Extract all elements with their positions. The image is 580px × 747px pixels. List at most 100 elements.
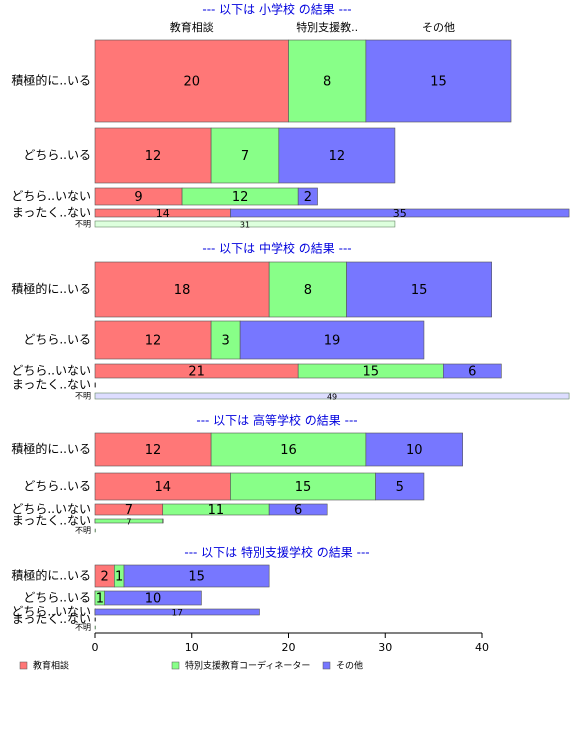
bar-segment <box>94 382 96 388</box>
bar-segment <box>297 187 318 206</box>
legend-label: 教育相談 <box>33 660 69 672</box>
x-tick-label: 30 <box>378 641 392 654</box>
value-label: 12 <box>145 149 162 164</box>
value-label: 12 <box>329 149 346 164</box>
x-tick-label: 0 <box>92 641 99 654</box>
value-label: 8 <box>304 283 312 298</box>
bar-segment <box>442 363 502 379</box>
bar-segment <box>210 127 280 184</box>
row-label: どちら..いる <box>23 333 91 347</box>
value-label: 7 <box>126 518 131 527</box>
bar-segment <box>268 261 347 318</box>
bar-segment <box>94 320 212 360</box>
value-label: 2 <box>304 190 312 205</box>
row-label: 不明 <box>75 623 91 632</box>
row-label: 積極的に..いる <box>11 441 91 456</box>
legend-label: その他 <box>336 660 363 672</box>
panel-title: --- 以下は 中学校 の結果 --- <box>202 241 351 256</box>
bar-segment <box>104 590 202 606</box>
value-label: 1 <box>115 570 123 585</box>
value-label: 7 <box>241 149 249 164</box>
value-label: 15 <box>295 480 312 495</box>
bar-segment <box>94 261 270 318</box>
panel-title: --- 以下は 高等学校 の結果 --- <box>196 413 357 428</box>
value-label: 15 <box>411 283 428 298</box>
column-label: その他 <box>422 21 455 34</box>
value-label: 1 <box>96 592 104 607</box>
value-label: 17 <box>172 609 183 619</box>
bar-segment <box>94 617 96 622</box>
na-bar <box>94 220 396 228</box>
row-label: 不明 <box>75 526 91 535</box>
value-label: 12 <box>232 190 249 205</box>
panel-title: --- 以下は 特別支援学校 の結果 --- <box>184 545 369 560</box>
row-label: どちら..いない <box>11 189 91 203</box>
value-label: 9 <box>134 190 142 205</box>
bar-segment <box>210 320 241 360</box>
value-label: 20 <box>183 75 200 90</box>
x-tick-label: 40 <box>475 641 489 654</box>
legend-swatch <box>171 661 180 670</box>
row-label: 積極的に..いる <box>11 568 91 583</box>
value-label: 6 <box>468 365 476 380</box>
row-label: まったく..ない <box>12 514 91 528</box>
row-label: どちら..いる <box>23 591 91 605</box>
row-label: どちら..いない <box>11 605 91 619</box>
na-bar <box>94 625 96 630</box>
row-label: どちら..いる <box>23 479 91 493</box>
bar-segment <box>210 432 367 467</box>
bar-segment <box>365 432 463 467</box>
value-label: 19 <box>324 334 341 349</box>
bar-segment <box>94 432 212 467</box>
bar-segment <box>94 127 212 184</box>
bar-segment <box>230 472 376 501</box>
value-label: 15 <box>362 365 379 380</box>
column-label: 教育相談 <box>170 20 214 34</box>
value-label: 11 <box>208 503 225 518</box>
value-label: 14 <box>154 480 171 495</box>
bar-segment <box>94 472 231 501</box>
bar-segment <box>94 608 260 616</box>
bar-segment <box>288 39 367 123</box>
value-label: 10 <box>406 443 423 458</box>
bar-segment <box>94 39 289 123</box>
bar-segment <box>268 503 328 516</box>
bar-segment <box>239 320 425 360</box>
row-label: どちら..いない <box>11 502 91 516</box>
legend-swatch <box>322 661 331 670</box>
row-label: どちら..いない <box>11 364 91 378</box>
value-label: 5 <box>396 480 404 495</box>
bar-segment <box>365 39 512 123</box>
value-label: 12 <box>145 443 162 458</box>
legend-label: 特別支援教育コーディネーター <box>185 660 310 672</box>
value-label: 12 <box>145 334 162 349</box>
bar-segment <box>346 261 492 318</box>
value-label: 6 <box>294 503 302 518</box>
value-label: 49 <box>327 393 337 402</box>
panel-title: --- 以下は 小学校 の結果 --- <box>202 2 351 17</box>
bar-segment <box>230 208 570 218</box>
row-label: 不明 <box>75 392 91 401</box>
bar-segment <box>123 564 270 588</box>
row-label: 積極的に..いる <box>11 281 91 296</box>
bar-segment <box>375 472 425 501</box>
row-label: まったく..ない <box>12 378 91 392</box>
row-label: どちら..いる <box>23 148 91 162</box>
row-label: 積極的に..いる <box>11 73 91 88</box>
legend-swatch <box>19 661 28 670</box>
value-label: 21 <box>188 365 205 380</box>
bar-segment <box>162 518 164 524</box>
row-label: まったく..ない <box>12 206 91 220</box>
value-label: 2 <box>101 570 109 585</box>
value-label: 7 <box>125 503 133 518</box>
value-label: 14 <box>156 207 170 220</box>
value-label: 3 <box>221 334 229 349</box>
value-label: 15 <box>188 570 205 585</box>
na-bar <box>94 392 570 400</box>
row-label: 不明 <box>75 220 91 229</box>
x-tick-label: 10 <box>185 641 199 654</box>
value-label: 8 <box>323 75 331 90</box>
column-label: 特別支援教.. <box>296 20 358 34</box>
value-label: 18 <box>174 283 191 298</box>
